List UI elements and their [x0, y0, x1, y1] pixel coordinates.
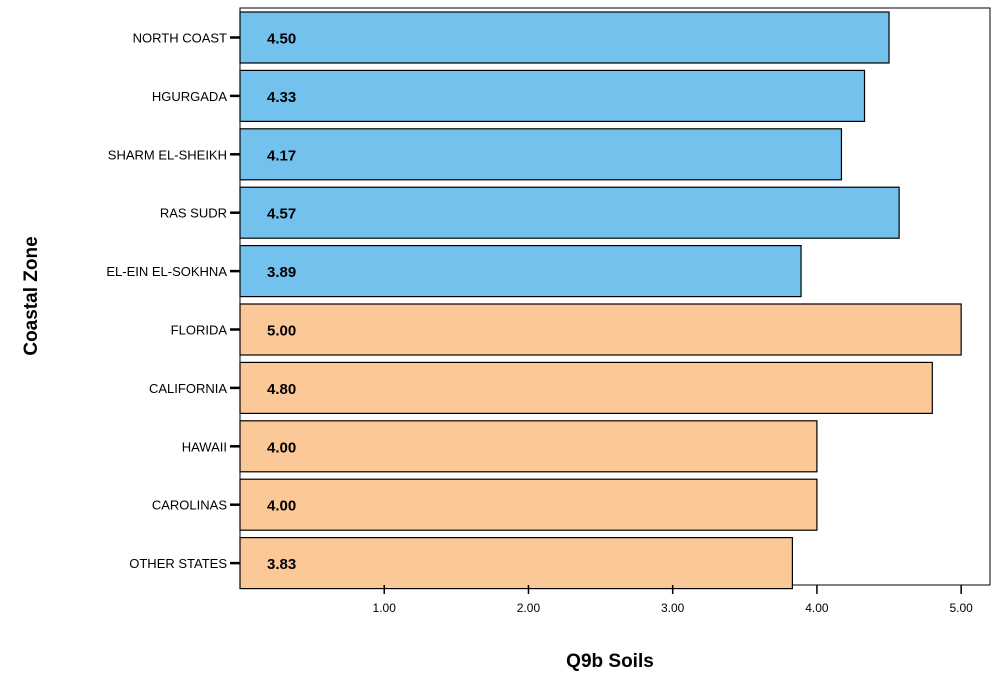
category-label: CALIFORNIA — [149, 381, 227, 396]
category-label: SHARM EL-SHEIKH — [108, 147, 227, 162]
bar — [239, 361, 933, 414]
bar-value-label: 3.89 — [267, 264, 296, 281]
bar — [239, 186, 900, 239]
bar-value-label: 4.00 — [267, 439, 296, 456]
category-label: NORTH COAST — [133, 31, 227, 46]
bar — [239, 11, 890, 64]
x-tick-label: 1.00 — [373, 601, 397, 615]
x-tick-label: 5.00 — [949, 601, 973, 615]
bar-value-label: 4.33 — [267, 89, 296, 106]
bar-value-label: 5.00 — [267, 323, 296, 340]
category-label: CAROLINAS — [152, 498, 227, 513]
bar — [239, 128, 843, 181]
bar-value-label: 4.80 — [267, 381, 296, 398]
y-axis-title: Coastal Zone — [21, 236, 42, 355]
x-axis-title: Q9b Soils — [566, 651, 654, 672]
category-labels: NORTH COAST HGURGADA SHARM EL-SHEIKH RAS SU… — [106, 31, 240, 571]
x-axis-ticks: 1.00 2.00 3.00 4.00 5.00 — [373, 585, 973, 615]
x-tick-label: 3.00 — [661, 601, 685, 615]
x-tick-label: 2.00 — [517, 601, 541, 615]
category-label: FLORIDA — [171, 323, 228, 338]
category-label: HAWAII — [182, 439, 227, 454]
bars: 4.50 4.33 4.17 4.57 3.89 5.00 4.80 4.00 4.00 3.83 — [239, 11, 962, 590]
category-label: EL-EIN EL-SOKHNA — [106, 264, 227, 279]
bar — [239, 303, 962, 356]
x-tick-label: 4.00 — [805, 601, 829, 615]
bar — [239, 478, 818, 531]
bar — [239, 69, 866, 123]
bar — [239, 420, 818, 473]
bar — [239, 245, 802, 298]
category-label: RAS SUDR — [160, 206, 227, 221]
bar-value-label: 3.83 — [267, 556, 296, 573]
bar-value-label: 4.17 — [267, 147, 296, 164]
category-label: HGURGADA — [152, 89, 227, 104]
bar-value-label: 4.57 — [267, 206, 296, 223]
bar — [239, 536, 794, 590]
bar-value-label: 4.50 — [267, 31, 296, 48]
bar-value-label: 4.00 — [267, 498, 296, 515]
category-label: OTHER STATES — [129, 556, 227, 571]
